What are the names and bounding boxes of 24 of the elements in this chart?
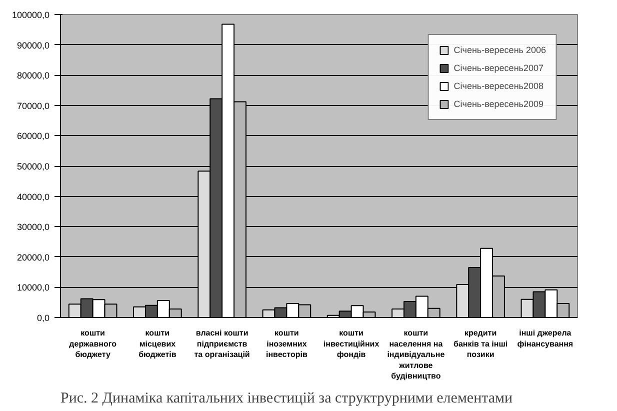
x-tick-label: інші джерела фінансування: [517, 328, 574, 348]
y-tick-label: 90000,0: [16, 40, 50, 50]
y-tick-label: 30000,0: [16, 222, 50, 232]
x-tick-label: кредити банків та інші позики: [454, 328, 508, 360]
x-tick-label: кошти місцевих бюджетів: [138, 328, 176, 360]
y-tick-label: 60000,0: [16, 131, 50, 142]
legend-label: Січень-вересень2009: [454, 99, 544, 109]
x-tick-label: кошти іноземних інвесторів: [266, 328, 308, 360]
legend-label: Січень-вересень 2006: [454, 45, 546, 55]
legend-label: Січень-вересень2008: [454, 81, 544, 91]
y-tick-label: 100000,0: [12, 10, 50, 20]
text: Рис. 2 Динаміка капітальних інвестицій за структрурними елементами: [60, 390, 513, 406]
y-tick-label: 40000,0: [16, 192, 50, 202]
x-tick-label: кошти державного бюджету: [69, 328, 117, 360]
y-tick-label: 10000,0: [16, 282, 50, 293]
x-tick-label: власні кошти підприємств та організацій: [194, 328, 250, 360]
x-tick-label: кошти інвестиційних фондів: [323, 328, 380, 360]
y-tick-label: 70000,0: [16, 100, 50, 111]
x-tick-label: кошти населення на індивідуальне житлове будівництво: [387, 328, 446, 381]
y-tick-label: 80000,0: [16, 70, 50, 81]
y-tick-label: 50000,0: [16, 162, 50, 172]
legend-label: Січень-вересень2007: [454, 63, 544, 73]
y-tick-label: 20000,0: [16, 252, 50, 262]
y-tick-label: 0,0: [36, 313, 50, 323]
